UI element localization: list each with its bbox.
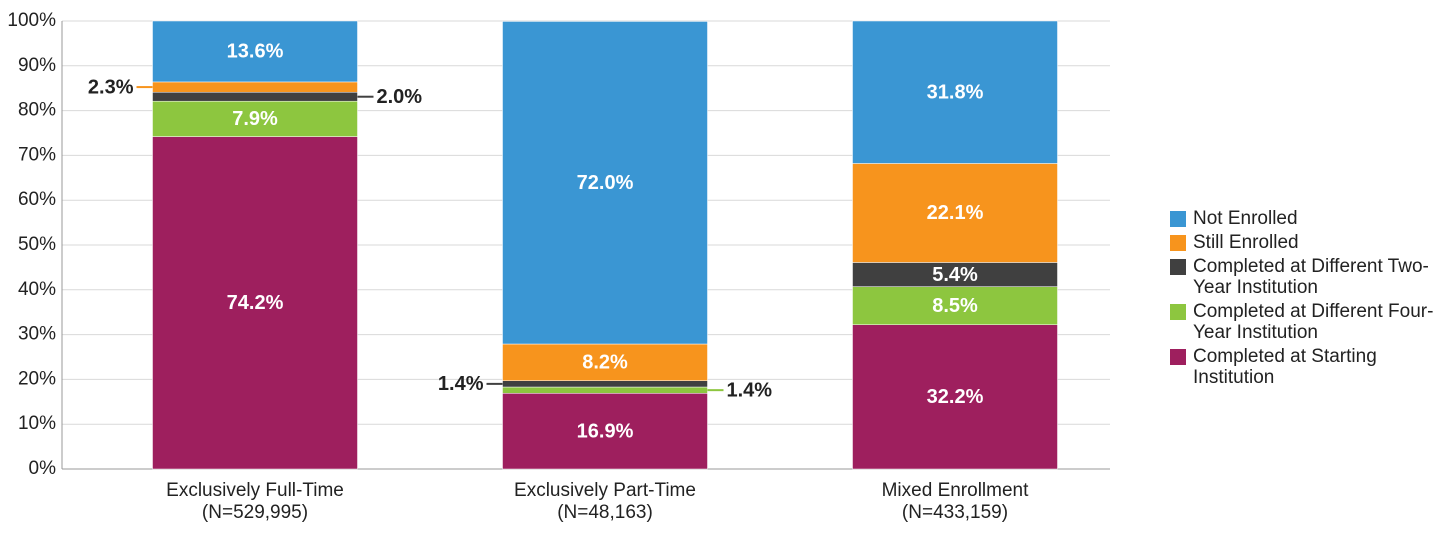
y-tick-label: 40% — [18, 279, 56, 300]
y-tick-label: 70% — [18, 144, 56, 165]
bar-segment — [152, 136, 358, 470]
y-tick-label: 80% — [18, 100, 56, 121]
data-label: 7.9% — [232, 108, 278, 130]
bar-segment — [152, 100, 358, 137]
data-label: 16.9% — [577, 420, 634, 442]
bar-segment — [502, 393, 708, 470]
data-label: 72.0% — [577, 172, 634, 194]
legend-item: Completed at Different Four-Year Institu… — [1170, 301, 1440, 343]
data-label: 5.4% — [932, 264, 978, 286]
legend-swatch — [1170, 349, 1186, 365]
x-tick-sublabel: (N=48,163) — [557, 502, 653, 523]
data-label: 74.2% — [227, 292, 284, 314]
data-label: 31.8% — [927, 82, 984, 104]
bar-segment — [502, 343, 708, 381]
y-tick-label: 60% — [18, 189, 56, 210]
y-tick-label: 0% — [29, 458, 57, 479]
x-tick-sublabel: (N=433,159) — [902, 502, 1008, 523]
x-tick-label: Mixed Enrollment — [882, 480, 1029, 501]
bar-segment — [152, 81, 358, 93]
x-tick-label: Exclusively Part-Time — [514, 480, 696, 501]
bar-segment — [502, 386, 708, 394]
data-label: 13.6% — [227, 41, 284, 63]
x-tick-sublabel: (N=529,995) — [202, 502, 308, 523]
x-tick-label: Exclusively Full-Time — [166, 480, 344, 501]
legend: Not Enrolled Still Enrolled Completed at D… — [1170, 208, 1440, 391]
legend-item: Completed at Different Two-Year Institut… — [1170, 256, 1440, 298]
legend-swatch — [1170, 235, 1186, 251]
bar-segment — [502, 21, 708, 345]
data-label: 2.0% — [377, 86, 423, 108]
y-tick-label: 90% — [18, 55, 56, 76]
y-tick-label: 100% — [7, 10, 56, 31]
legend-label: Completed at Starting Institution — [1193, 346, 1377, 388]
y-tick-label: 50% — [18, 234, 56, 255]
y-tick-label: 30% — [18, 324, 56, 345]
data-label: 1.4% — [438, 373, 484, 395]
data-label: 8.2% — [582, 352, 628, 374]
data-label: 2.3% — [88, 76, 134, 98]
data-label: 32.2% — [927, 386, 984, 408]
legend-item: Completed at Starting Institution — [1170, 346, 1440, 388]
legend-label: Completed at Different Four-Year Institu… — [1193, 301, 1434, 343]
legend-label: Completed at Different Two-Year Institut… — [1193, 256, 1429, 298]
legend-swatch — [1170, 211, 1186, 227]
legend-item: Still Enrolled — [1170, 232, 1440, 253]
data-label: 8.5% — [932, 295, 978, 317]
bar-segment — [852, 286, 1058, 325]
legend-label: Still Enrolled — [1193, 232, 1299, 253]
bar-segment — [852, 20, 1058, 164]
bar-segment — [852, 324, 1058, 470]
bar-segment — [152, 91, 358, 102]
y-tick-label: 20% — [18, 368, 56, 389]
legend-label: Not Enrolled — [1193, 208, 1298, 229]
bar-segment — [502, 380, 708, 388]
data-label: 22.1% — [927, 202, 984, 224]
legend-swatch — [1170, 304, 1186, 320]
data-label: 1.4% — [727, 379, 773, 401]
bar-segment — [852, 163, 1058, 263]
y-tick-label: 10% — [18, 413, 56, 434]
legend-swatch — [1170, 259, 1186, 275]
bar-segment — [152, 20, 358, 83]
legend-item: Not Enrolled — [1170, 208, 1440, 229]
